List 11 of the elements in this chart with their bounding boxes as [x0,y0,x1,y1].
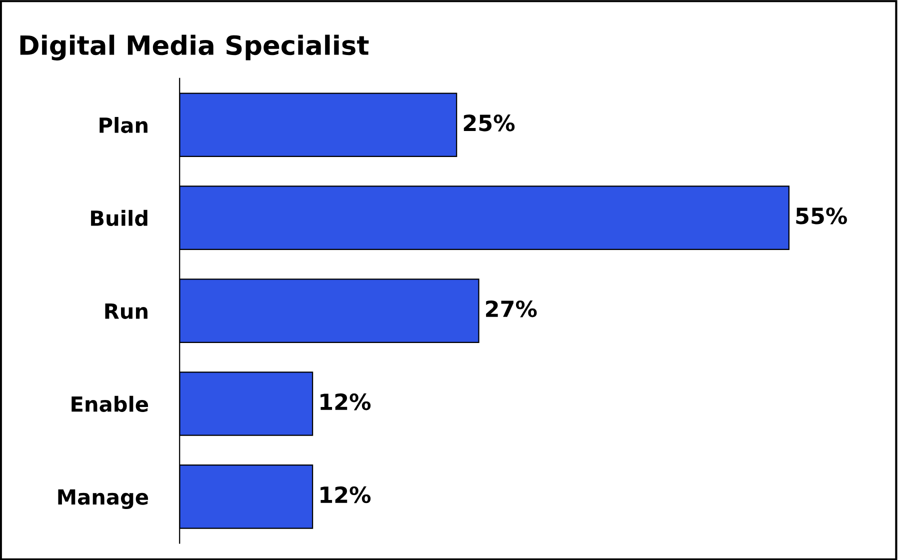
y-tick-label: Plan [100,116,148,134]
data-label: 25% [464,114,515,132]
chart-title: Digital Media Specialist [20,34,369,60]
y-tick-label: Run [105,304,148,320]
y-tick-label: Build [91,210,148,226]
data-label: 27% [486,300,537,318]
data-label: 55% [796,207,847,224]
data-label: 12% [320,393,371,410]
data-label: 12% [320,486,371,504]
y-tick-label: Manage [58,489,148,510]
y-tick-label: Enable [72,396,148,412]
